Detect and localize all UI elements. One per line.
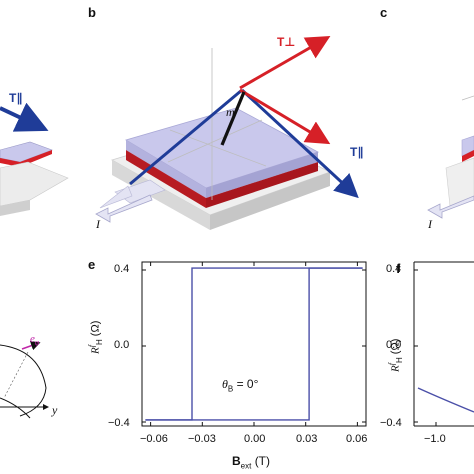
t-perp-arrow <box>239 36 331 90</box>
magnetization-label: m <box>226 105 235 119</box>
current-arrow-b <box>95 194 153 223</box>
e-xtick: −0.03 <box>188 433 216 445</box>
t-perp-label: T⊥ <box>277 35 296 49</box>
e-xtick: 0.06 <box>346 433 368 445</box>
t-parallel-arrow-b <box>240 88 359 199</box>
f-ytick: 0.4 <box>386 263 402 275</box>
panel-label-b: b <box>88 5 96 20</box>
plot-f <box>413 261 474 427</box>
hysteresis-sweep-down <box>145 267 363 421</box>
current-label-c: I <box>428 217 432 231</box>
plot-e <box>141 261 367 427</box>
f-ylabel: RfH (Ω) <box>387 338 404 372</box>
current-arrow-c <box>427 195 474 219</box>
panel-label-f: f <box>396 261 401 276</box>
hysteresis-sweep-up <box>145 267 363 421</box>
t-parallel-label-a: T∥ <box>9 91 23 105</box>
panel-b-device <box>95 36 359 230</box>
e-ytick: 0.0 <box>114 339 130 351</box>
panel-label-c: c <box>380 5 388 20</box>
e-ytick: −0.4 <box>108 417 130 429</box>
current-label-b: I <box>96 217 100 231</box>
f-xtick: −1.0 <box>424 433 446 445</box>
e-ytick: 0.4 <box>114 263 130 275</box>
y-axis-label: y <box>52 403 58 417</box>
e-ylabel: RfH (Ω) <box>87 320 104 354</box>
plot-e-frame <box>141 261 367 427</box>
t-parallel-arrow-a <box>0 102 49 132</box>
magnetization-arrow <box>220 91 246 146</box>
theta-annotation: θB = 0° <box>222 377 259 394</box>
e-xtick: 0.00 <box>244 433 266 445</box>
e-xtick: 0.03 <box>296 433 318 445</box>
f-ytick: 0.0 <box>386 339 402 351</box>
panel-d-sphere <box>0 341 49 419</box>
t-parallel-label-b: T∥ <box>350 145 364 159</box>
plot-f-curve <box>417 387 474 413</box>
panel-label-e: e <box>88 257 96 272</box>
e-xtick: −0.06 <box>140 433 168 445</box>
f-ytick: −0.4 <box>380 417 402 429</box>
e-phi-label: eφ <box>30 333 40 348</box>
panel-c-device <box>427 95 474 219</box>
e-xlabel: Bext (T) <box>232 454 271 471</box>
panel-a-device <box>0 102 69 216</box>
